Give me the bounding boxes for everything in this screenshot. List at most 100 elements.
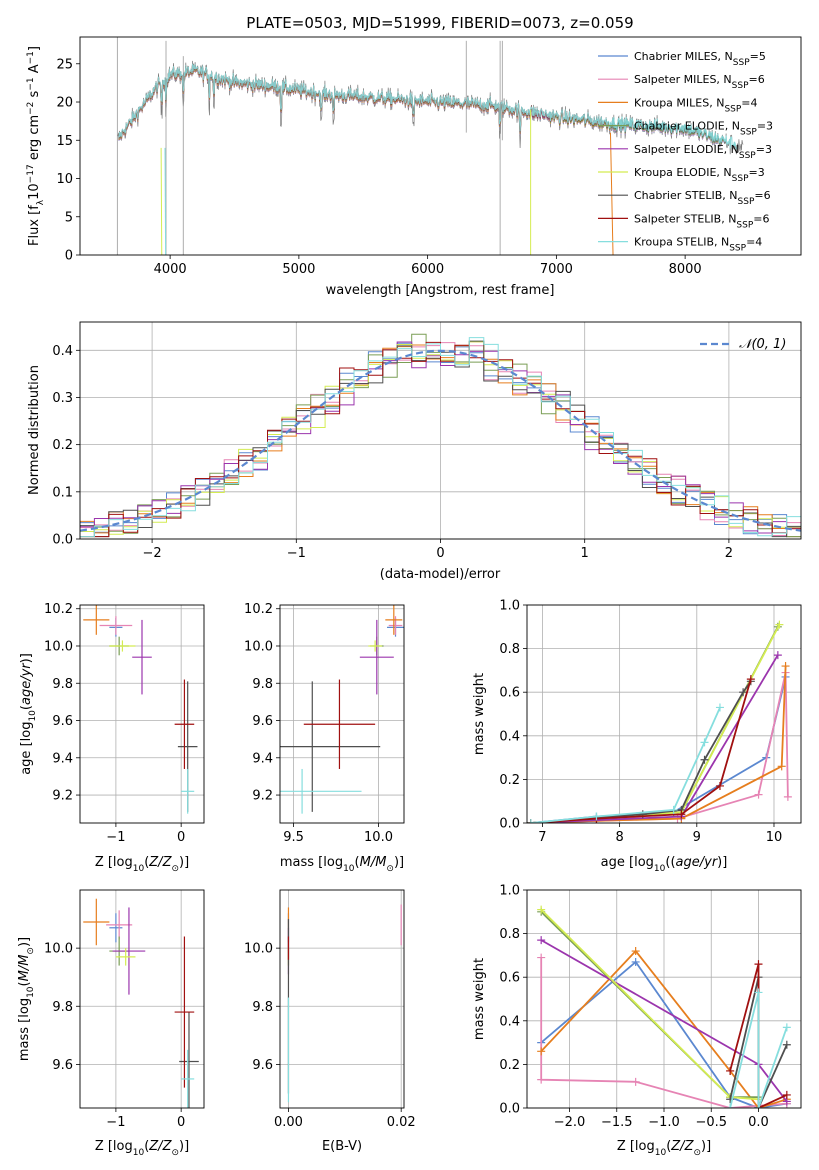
mass-vs-ebv-xtick-label: 0.02 (387, 1115, 416, 1130)
residual-hist-7 (80, 341, 801, 538)
legend-entry-part: SSP (732, 174, 749, 184)
legend-entry-part: =4 (746, 236, 762, 249)
legend-entry-part: Salpeter STELIB, N (634, 212, 736, 225)
spectrum-panel: 4000 5000 6000 7000 8000 0 5 10 15 20 25 wavelength… (26, 36, 802, 298)
plus-marker (631, 1077, 640, 1086)
mass-weight-vs-age-plot-area (527, 620, 792, 823)
age-vs-z-ytick-label: 10.0 (44, 639, 73, 654)
mass-vs-z-panel: −1 09.69.810.0Z [log10(Z/Z⊙)]mass [log10(… (17, 889, 205, 1158)
age-vs-mass-xlabel-part: ⊙ (386, 864, 394, 874)
mass-weight-vs-z-ytick-label: 0.2 (499, 1058, 520, 1073)
mass-weight-vs-age-xlabel: age [log10((age/yr)] (601, 855, 728, 874)
legend-entry: Chabrier MILES, NSSP=5 (634, 50, 766, 68)
plus-marker (739, 688, 748, 697)
mass-weight-vs-z-ytick-label: 0.4 (499, 1014, 520, 1029)
age-vs-mass-ytick-label: 9.4 (252, 751, 273, 766)
mass-vs-ebv-frame (279, 889, 405, 1109)
mass-weight-vs-z-xlabel-part: 10 (655, 1148, 667, 1158)
mass-vs-z-xlabel-part: )] (179, 1139, 189, 1154)
mass-weight-vs-age-xtick-label: 9 (693, 830, 701, 845)
residuals-xtick-label: −1 (287, 546, 306, 561)
plus-marker (746, 675, 755, 684)
legend-entry-part: =6 (749, 73, 765, 86)
legend-entry-part: Salpeter MILES, N (634, 73, 732, 86)
age-vs-z-xlabel-part: ( (144, 855, 149, 870)
legend-entry-part: SSP (724, 104, 741, 114)
residuals-xtick-label: 1 (581, 546, 589, 561)
legend-entry: Salpeter ELODIE, NSSP=3 (634, 143, 772, 161)
legend-entry: Kroupa STELIB, NSSP=4 (634, 236, 762, 254)
residuals-ylabel: Normed distribution (27, 365, 42, 495)
spectrum-frame (79, 36, 802, 256)
mass-vs-z-frame (79, 889, 205, 1109)
legend-entry-part: SSP (736, 220, 753, 230)
plus-marker (537, 1047, 546, 1056)
plus-marker (773, 651, 782, 660)
mass-vs-z-ylabel-part: ⊙ (26, 947, 36, 955)
mass-vs-ebv-plot-area (287, 904, 402, 1103)
residuals-ytick-label: 0.0 (52, 533, 73, 548)
legend-entry-part: Kroupa ELODIE, N (634, 166, 732, 179)
plus-marker (777, 762, 786, 771)
spectrum-ylabel-part: −2 (26, 102, 36, 115)
plus-marker (782, 1090, 791, 1099)
mass-weight-vs-z-plot-area (537, 905, 791, 1108)
mass-vs-z-xlabel-part: ⊙ (171, 1148, 179, 1158)
residuals-ytick-label: 0.1 (52, 485, 73, 500)
spectrum-ylabel-part: s (27, 90, 42, 101)
legend-entry-part: SSP (733, 58, 750, 68)
age-vs-mass-xtick-label: 9.5 (283, 830, 304, 845)
plus-marker (631, 947, 640, 956)
mass-weight-vs-age-xlabel-part: )] (717, 855, 727, 870)
legend-entry: Kroupa MILES, NSSP=4 (634, 96, 758, 114)
mass-vs-z-xlabel: Z [log10(Z/Z⊙)] (95, 1139, 189, 1158)
mass-weight-vs-age-xlabel-part: age [log (601, 855, 654, 870)
age-vs-z-xtick-label: 0 (177, 830, 185, 845)
mass-weight-vs-z-ytick-label: 1.0 (499, 884, 520, 899)
spectrum-xtick-label: 8000 (669, 262, 702, 277)
age-vs-z-ytick-label: 9.8 (52, 677, 73, 692)
figure-title: PLATE=0503, MJD=51999, FIBERID=0073, z=0… (246, 14, 633, 32)
legend-entry-part: SSP (740, 128, 757, 138)
plus-marker (754, 960, 763, 969)
mass-weight-vs-z-xlabel: Z [log10(Z/Z⊙)] (617, 1139, 711, 1158)
spectrum-xtick-label: 4000 (154, 262, 187, 277)
plus-marker (537, 936, 546, 945)
mass-weight-vs-age-xlabel-part: ( (670, 855, 675, 870)
legend-entry-part: Kroupa MILES, N (634, 96, 724, 109)
mass-weight-vs-age-xtick-label: 7 (538, 830, 546, 845)
legend-entry-part: SSP (738, 197, 755, 207)
spectrum-ytick-label: 10 (56, 172, 73, 187)
spectrum-ytick-label: 15 (56, 134, 73, 149)
mass-weight-vs-z-xlabel-part: Z/Z (670, 1139, 694, 1154)
residuals-xtick-label: −2 (143, 546, 162, 561)
plus-marker (700, 738, 709, 747)
age-vs-z-ylabel-part: 10 (28, 710, 38, 722)
spectrum-xlabel: wavelength [Angstrom, rest frame] (326, 283, 555, 298)
mass-weight-vs-z-xtick-label: −1.0 (648, 1115, 680, 1130)
spectrum-dropoff (164, 147, 167, 255)
mass-vs-z-xlabel-part: ( (144, 1139, 149, 1154)
spectrum-ylabel-part: −17 (26, 164, 36, 183)
legend-entry-part: SSP (739, 151, 756, 161)
mass-weight-vs-age-xlabel-part: 10 (654, 864, 666, 874)
mass-vs-z-ylabel-part: 10 (26, 986, 36, 998)
spectrum-ytick-label: 0 (65, 249, 73, 264)
mass-weight-vs-z-panel: −2.0 −1.5 −1.0 −0.5 0.0 0.0 0.2 0.4 0.6 0.8 1.0 Z [… (472, 884, 802, 1158)
spectrum-plot-area (116, 37, 744, 255)
residuals-xlabel: (data-model)/error (380, 567, 501, 582)
residuals-xtick-label: 0 (436, 546, 444, 561)
spectrum-ylabel-part: A (27, 64, 42, 77)
legend-entry-part: =4 (741, 96, 757, 109)
mass-weight-vs-age-ytick-label: 0.4 (499, 729, 520, 744)
residuals-xtick-label: 2 (725, 546, 733, 561)
legend-entry: Kroupa ELODIE, NSSP=3 (634, 166, 765, 184)
mass-vs-ebv-ytick-label: 9.8 (252, 1000, 273, 1015)
mass-weight-vs-z-xlabel-part: ⊙ (693, 1148, 701, 1158)
age-vs-z-ylabel: age [log10(age/yr)] (19, 653, 38, 775)
mass-weight-vs-age-ytick-label: 0.6 (499, 686, 520, 701)
residuals-plot-area (80, 333, 801, 538)
spectrum-model-8 (118, 63, 737, 150)
mass-weight-age-line-6 (530, 680, 752, 823)
